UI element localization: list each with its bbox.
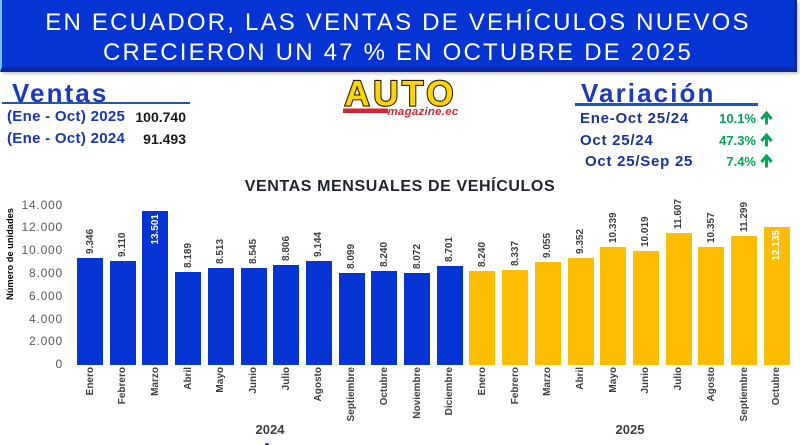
svg-text:AUTO: AUTO: [345, 76, 458, 114]
svg-text:magazine.ec: magazine.ec: [388, 106, 459, 118]
